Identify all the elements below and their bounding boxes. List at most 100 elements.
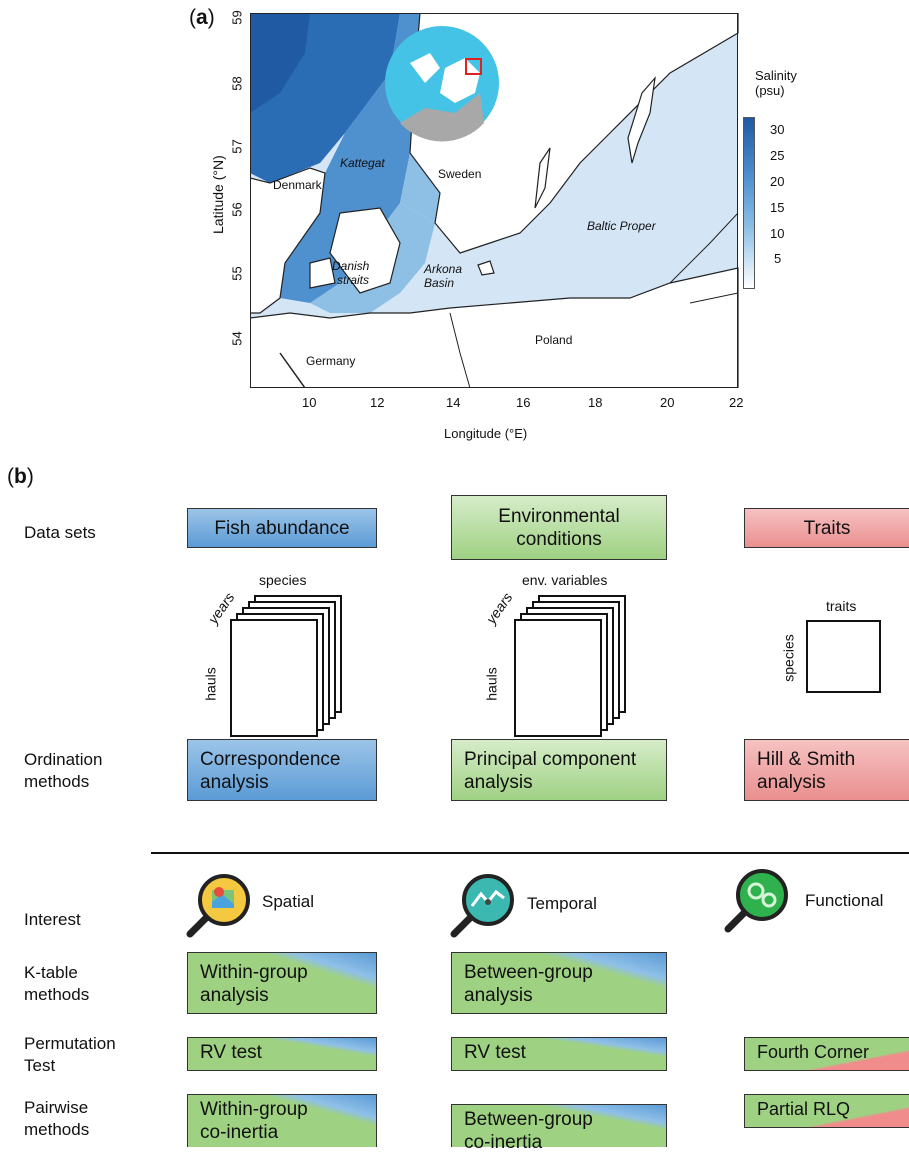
label-sweden: Sweden [438,167,482,181]
ordination-ca-line-1: Correspondence [200,749,341,770]
permutation-fourth-label: Fourth Corner [757,1042,870,1062]
ktable-between-line-2: analysis [464,985,533,1006]
matrix-label-species-2: species [780,634,797,682]
y-tick: 55 [229,266,245,281]
matrix-sheet [230,619,318,737]
label-danish-straits-2: straits [337,273,370,287]
ktable-within-line-2: analysis [200,985,269,1006]
label-kattegat: Kattegat [340,156,385,170]
permutation-fourth-corner: Fourth Corner [744,1037,909,1071]
interest-temporal: Temporal [527,894,597,913]
ktable-within-line-1: Within-group [200,962,308,983]
pairwise-rlq-label: Partial RLQ [757,1099,851,1119]
ordination-ca-line-2: analysis [200,772,269,793]
ordination-correspondence: Correspondence analysis [187,739,377,801]
interest-functional: Functional [805,891,884,910]
dataset-fish-abundance: Fish abundance [187,508,377,548]
matrix-sheet [514,619,602,737]
ordination-pca: Principal component analysis [451,739,667,801]
label-germany: Germany [306,354,356,368]
row-label-pairwise-2: methods [24,1120,90,1139]
pairwise-between-line-1: Between-group [464,1109,593,1130]
row-label-ordination-1: Ordination [24,750,103,769]
x-tick: 14 [446,395,461,410]
ktable-within-group: Within-group analysis [187,952,377,1014]
y-tick: 54 [229,331,245,346]
legend-tick: 10 [770,226,785,241]
label-poland: Poland [535,333,573,347]
permutation-rv-test-1: RV test [187,1037,377,1071]
x-tick: 16 [516,395,531,410]
legend-tick: 15 [770,200,785,215]
dataset-fish-label: Fish abundance [214,517,350,539]
ordination-pca-line-2: analysis [464,772,533,793]
pairwise-within-coinertia: Within-group co-inertia [187,1094,377,1147]
y-axis-label: Latitude (°N) [210,155,226,234]
x-tick: 18 [588,395,603,410]
x-tick: 12 [370,395,385,410]
y-tick: 59 [229,10,245,25]
pairwise-between-coinertia: Between-group co-inertia [451,1104,667,1153]
pairwise-between-line-2: co-inertia [464,1132,543,1153]
label-danish-straits-1: Danish [332,259,370,273]
y-tick: 56 [229,202,245,217]
dataset-environmental: Environmental conditions [451,495,667,560]
row-label-interest: Interest [24,910,81,929]
x-tick: 20 [660,395,675,410]
legend-tick: 20 [770,174,785,189]
ordination-hs-line-2: analysis [757,772,826,793]
salinity-map [250,13,739,388]
pairwise-within-line-1: Within-group [200,1099,308,1120]
matrix-label-species: species [259,572,307,588]
legend-title-2: (psu) [755,83,785,98]
legend-tick: 5 [774,251,782,266]
spatial-magnifier-icon [186,874,250,938]
row-label-ordination-2: methods [24,772,90,791]
matrix-label-traits: traits [826,598,857,614]
permutation-rv-label-2: RV test [464,1042,526,1063]
y-tick: 57 [229,139,245,154]
ktable-between-group: Between-group analysis [451,952,667,1014]
panel-a-letter: (a) [189,6,215,29]
row-label-permutation-1: Permutation [24,1034,116,1053]
row-label-pairwise-1: Pairwise [24,1098,89,1117]
row-label-ktable-2: methods [24,985,90,1004]
legend-tick: 25 [770,148,785,163]
row-label-permutation-2: Test [24,1056,56,1075]
label-baltic-proper: Baltic Proper [587,219,656,233]
interest-spatial: Spatial [262,892,314,911]
functional-magnifier-icon [724,869,788,933]
label-denmark: Denmark [273,178,322,192]
matrix-label-years-2: years [482,589,516,627]
label-arkona-1: Arkona [424,262,463,276]
salinity-colorbar [743,117,755,289]
x-tick: 22 [729,395,744,410]
row-label-ktable-1: K-table [24,963,78,982]
y-tick: 58 [229,76,245,91]
matrix-label-hauls-2: hauls [483,667,500,701]
dataset-traits-label: Traits [803,517,851,539]
matrix-label-hauls-1: hauls [202,667,219,701]
x-axis-label: Longitude (°E) [444,426,528,441]
row-label-data-sets: Data sets [24,523,96,542]
dataset-env-label-1: Environmental [498,505,620,527]
dataset-env-label-2: conditions [516,528,602,550]
pairwise-within-line-2: co-inertia [200,1122,279,1143]
ordination-hill-smith: Hill & Smith analysis [744,739,909,801]
legend-title-1: Salinity [755,68,797,83]
label-arkona-2: Basin [424,276,455,290]
legend-tick: 30 [770,122,785,137]
pairwise-partial-rlq: Partial RLQ [744,1094,909,1128]
x-tick: 10 [302,395,317,410]
matrix-label-env-variables: env. variables [522,572,608,588]
temporal-magnifier-icon [450,874,514,938]
ordination-hs-line-1: Hill & Smith [757,749,856,770]
permutation-rv-label-1: RV test [200,1042,262,1063]
section-divider [151,852,909,854]
ordination-pca-line-1: Principal component [464,749,637,770]
dataset-traits: Traits [744,508,909,548]
ktable-between-line-1: Between-group [464,962,593,983]
permutation-rv-test-2: RV test [451,1037,667,1071]
panel-b-letter: (b) [7,465,34,488]
matrix-sheet-traits [806,620,881,693]
